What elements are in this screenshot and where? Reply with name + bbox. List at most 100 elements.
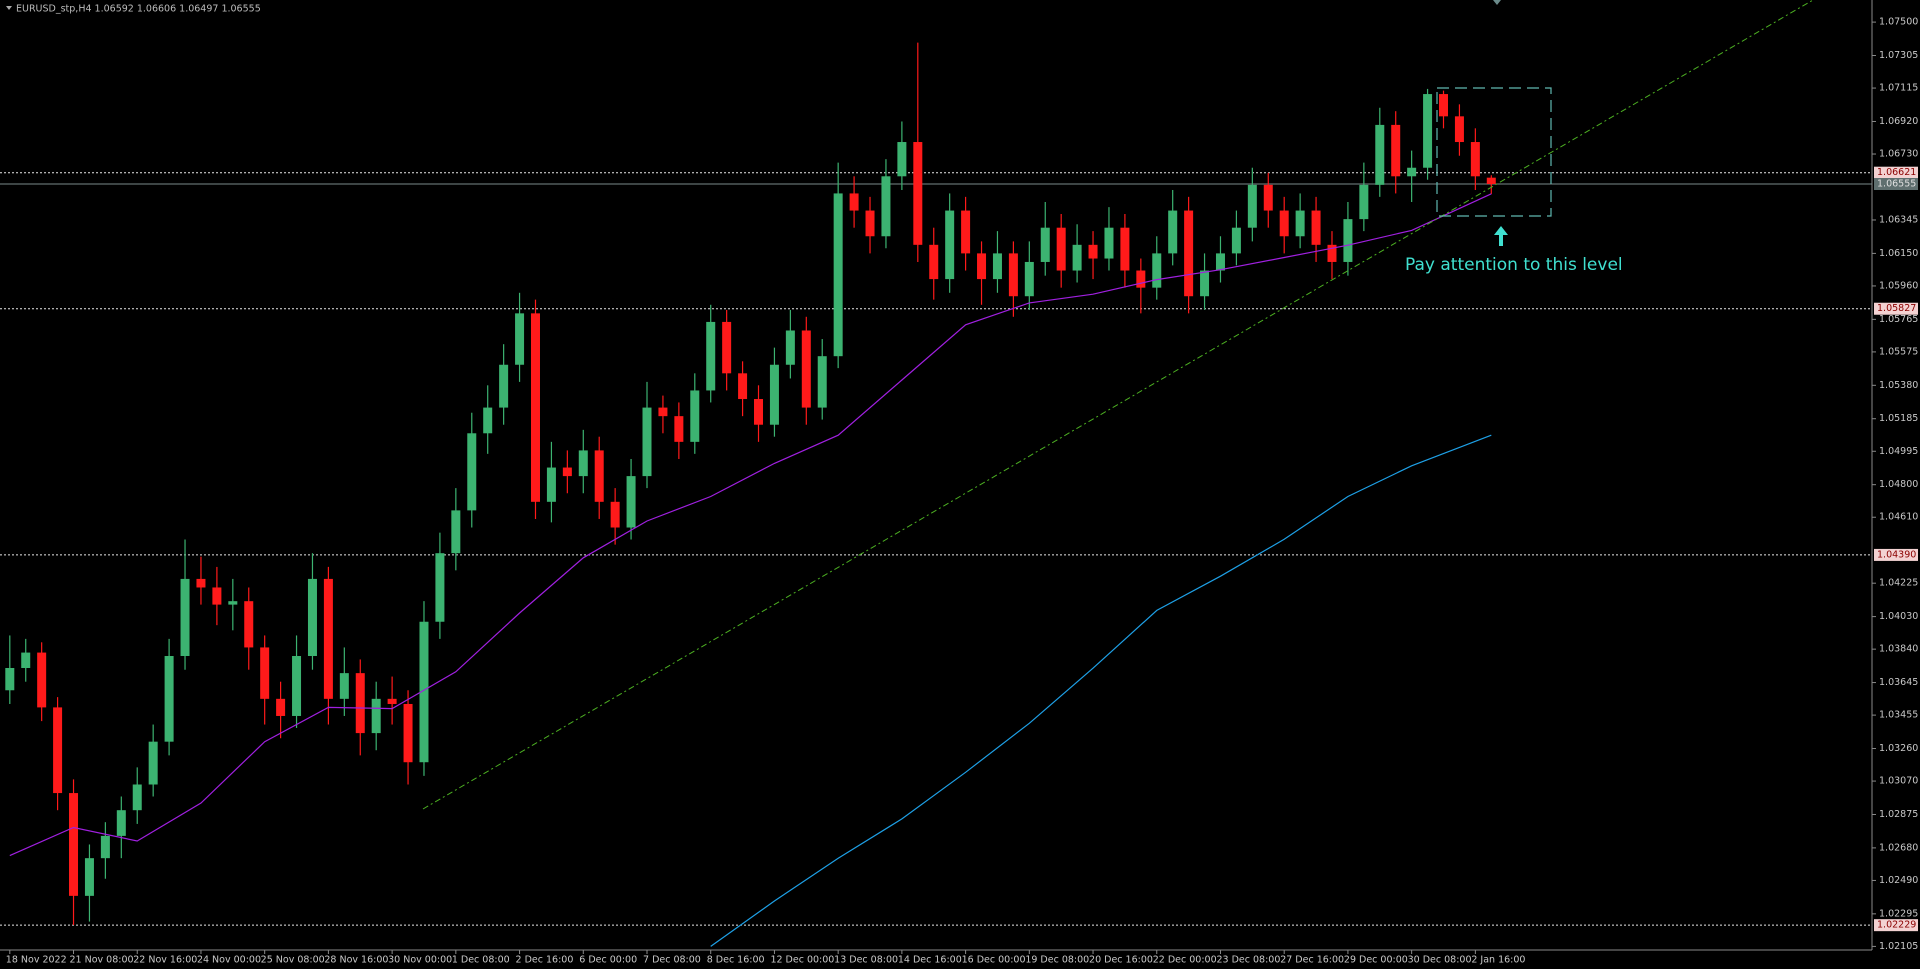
candle-body [658,407,668,417]
y-tick-label: 1.05765 [1879,314,1918,325]
candle-body [897,142,907,177]
candle-body [196,578,206,588]
candle-body [754,399,764,425]
x-tick-label: 2 Dec 16:00 [516,955,574,966]
y-tick-label: 1.05575 [1879,346,1918,357]
y-tick-label: 1.07500 [1879,17,1918,28]
candle-body [546,467,556,502]
candle-body [483,407,493,434]
candle-body [276,698,286,716]
candle-body [292,656,302,716]
x-tick-label: 22 Dec 00:00 [1153,955,1217,966]
level-label-bg [1874,166,1918,179]
candle-body [69,793,79,896]
candle-body [451,510,461,554]
level-label-bg [1874,919,1918,932]
y-tick-label: 1.06920 [1879,116,1918,127]
current-price-label: 1.06555 [1877,179,1916,190]
level-label-bg [1874,548,1918,561]
y-tick-label: 1.03455 [1879,710,1918,721]
candles-layer [5,42,1496,947]
candle-body [849,193,859,211]
scroll-marker [1493,0,1501,5]
candle-body [961,210,971,254]
candle-body [626,476,636,528]
candle-body [1152,253,1162,288]
candle-body [1184,210,1194,297]
candle-body [1136,270,1146,288]
x-tick-label: 2 Jan 16:00 [1471,955,1525,966]
candle-body [228,601,238,605]
candle-body [1279,210,1289,237]
candle-body [706,321,716,391]
candle-body [1024,261,1034,297]
level-label-bg [1874,302,1918,315]
candle-body [1215,253,1225,271]
candle-body [307,578,317,657]
candle-body [562,467,572,477]
candle-body [722,321,732,374]
candle-body [116,810,126,836]
y-tick-label: 1.06345 [1879,214,1918,225]
x-tick-label: 20 Dec 16:00 [1089,955,1153,966]
candle-body [387,698,397,704]
candle-body [1263,184,1273,211]
x-tick-label: 30 Nov 00:00 [388,955,452,966]
candle-body [1120,227,1130,271]
candle-body [1168,210,1178,254]
candle-body [1423,94,1433,168]
y-tick-label: 1.04610 [1879,512,1918,523]
x-tick-label: 16 Dec 00:00 [962,955,1026,966]
candle-body [37,652,47,708]
candle-body [339,673,349,699]
x-tick-label: 27 Dec 16:00 [1280,955,1344,966]
candle-body [1231,227,1241,254]
arrow-up [1494,226,1508,246]
chart-header: EURUSD_stp,H4 1.06592 1.06606 1.06497 1.… [16,4,261,15]
x-tick-label: 23 Dec 08:00 [1216,955,1280,966]
candle-body [435,553,445,622]
candle-body [100,835,110,859]
candle-body [945,210,955,280]
candle-body [164,656,174,742]
candle-body [833,193,843,357]
candle-body [690,390,700,442]
x-tick-label: 6 Dec 00:00 [579,955,637,966]
candle-body [132,784,142,811]
candle-body [769,364,779,425]
candle-body [1327,244,1337,262]
x-tick-label: 28 Nov 16:00 [324,955,388,966]
x-tick-label: 24 Nov 00:00 [197,955,261,966]
candle-body [5,667,15,691]
y-tick-label: 1.02490 [1879,875,1918,886]
y-tick-label: 1.04800 [1879,479,1918,490]
moving-average [9,193,1492,857]
candle-body [1439,94,1448,117]
candle-body [212,587,222,605]
y-tick-label: 1.03070 [1879,776,1918,787]
header-arrow [6,6,12,10]
candle-body [913,142,923,245]
y-tick-label: 1.07115 [1879,83,1918,94]
candle-body [801,330,811,408]
y-tick-label: 1.05960 [1879,280,1918,291]
candle-body [180,578,190,657]
candle-body [53,707,63,794]
candle-body [594,450,604,502]
candle-body [515,313,525,365]
level-label: 1.04390 [1877,549,1916,560]
candle-body [1486,177,1496,185]
candle-body [1375,124,1385,185]
candle-body [1454,116,1464,143]
current-price-bg [1874,178,1918,191]
candle-body [1407,167,1417,177]
moving-average [710,434,1492,947]
y-tick-label: 1.03840 [1879,644,1918,655]
candle-body [148,741,158,785]
highlight-box [1436,87,1552,217]
level-label: 1.05827 [1877,303,1916,314]
candle-body [1072,244,1082,271]
candle-body [865,210,875,237]
